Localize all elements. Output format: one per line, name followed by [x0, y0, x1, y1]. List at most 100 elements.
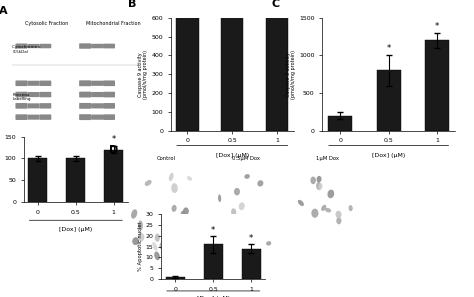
Ellipse shape: [239, 220, 244, 228]
Ellipse shape: [317, 176, 321, 183]
FancyBboxPatch shape: [27, 103, 39, 108]
Ellipse shape: [239, 202, 245, 210]
FancyBboxPatch shape: [27, 92, 39, 97]
Text: D: D: [109, 145, 118, 155]
Ellipse shape: [131, 209, 137, 219]
Bar: [104, 150, 123, 202]
Ellipse shape: [311, 208, 319, 218]
Text: Mitochondrial Fraction: Mitochondrial Fraction: [86, 21, 140, 26]
Bar: [328, 116, 353, 131]
Ellipse shape: [154, 252, 160, 260]
FancyBboxPatch shape: [27, 44, 39, 48]
Ellipse shape: [145, 180, 152, 186]
FancyBboxPatch shape: [91, 81, 103, 86]
Bar: [242, 249, 261, 279]
Ellipse shape: [321, 205, 326, 211]
FancyBboxPatch shape: [16, 103, 27, 109]
FancyBboxPatch shape: [39, 44, 51, 48]
FancyBboxPatch shape: [91, 44, 103, 48]
FancyBboxPatch shape: [79, 92, 91, 97]
Ellipse shape: [336, 211, 342, 218]
Text: *: *: [112, 135, 116, 144]
Y-axis label: Cytochrome c protein
band density in cyto-
solic fraction (% control): Cytochrome c protein band density in cyt…: [0, 143, 1, 196]
Ellipse shape: [138, 220, 143, 230]
Ellipse shape: [231, 208, 237, 216]
FancyBboxPatch shape: [16, 114, 27, 120]
FancyBboxPatch shape: [103, 80, 115, 86]
Bar: [166, 277, 185, 279]
FancyBboxPatch shape: [39, 114, 51, 120]
Ellipse shape: [316, 182, 321, 190]
Text: [Dox] (µM): [Dox] (µM): [197, 296, 230, 297]
Ellipse shape: [185, 246, 192, 253]
FancyBboxPatch shape: [16, 43, 27, 49]
Bar: [204, 244, 223, 279]
Text: [Dox] (µM): [Dox] (µM): [59, 227, 92, 232]
Ellipse shape: [152, 242, 157, 251]
FancyBboxPatch shape: [27, 115, 39, 120]
Text: 0.5µM Dox: 0.5µM Dox: [232, 156, 261, 161]
FancyBboxPatch shape: [39, 103, 51, 109]
Bar: [266, 0, 288, 131]
Bar: [66, 158, 85, 202]
FancyBboxPatch shape: [79, 80, 91, 86]
Ellipse shape: [183, 207, 189, 215]
FancyBboxPatch shape: [39, 92, 51, 97]
FancyBboxPatch shape: [16, 80, 27, 86]
Text: *: *: [387, 44, 391, 53]
Ellipse shape: [244, 174, 250, 179]
Ellipse shape: [266, 241, 271, 246]
FancyBboxPatch shape: [103, 92, 115, 97]
Y-axis label: Caspase 3 activity
(pmol/s/mg protein): Caspase 3 activity (pmol/s/mg protein): [286, 50, 296, 99]
FancyBboxPatch shape: [103, 114, 115, 120]
Text: 1µM Dox: 1µM Dox: [316, 156, 338, 161]
Ellipse shape: [325, 208, 331, 212]
Bar: [28, 158, 47, 202]
Ellipse shape: [319, 183, 323, 191]
Text: [Dox] (µM): [Dox] (µM): [216, 153, 249, 158]
Text: Cytochrome c
(15kDa): Cytochrome c (15kDa): [12, 45, 41, 54]
Bar: [221, 0, 244, 131]
FancyBboxPatch shape: [79, 114, 91, 120]
FancyBboxPatch shape: [91, 92, 103, 97]
FancyBboxPatch shape: [16, 92, 27, 97]
Text: *: *: [249, 234, 253, 243]
FancyBboxPatch shape: [103, 44, 115, 48]
Ellipse shape: [336, 217, 341, 224]
Ellipse shape: [236, 247, 241, 254]
Ellipse shape: [298, 200, 304, 206]
FancyBboxPatch shape: [91, 115, 103, 120]
FancyBboxPatch shape: [91, 103, 103, 108]
Ellipse shape: [348, 205, 353, 211]
FancyBboxPatch shape: [103, 103, 115, 109]
FancyBboxPatch shape: [39, 80, 51, 86]
FancyBboxPatch shape: [79, 103, 91, 109]
Ellipse shape: [328, 189, 334, 198]
Text: *: *: [435, 22, 439, 31]
Bar: [377, 70, 401, 131]
FancyBboxPatch shape: [27, 81, 39, 86]
Text: Control: Control: [156, 156, 175, 161]
Ellipse shape: [181, 211, 185, 217]
Ellipse shape: [169, 173, 173, 181]
Y-axis label: % Apoptotic nuclei: % Apoptotic nuclei: [138, 222, 143, 271]
Ellipse shape: [310, 176, 316, 184]
Ellipse shape: [232, 230, 236, 235]
Ellipse shape: [257, 180, 264, 187]
Ellipse shape: [171, 183, 178, 193]
Bar: [425, 40, 449, 131]
Y-axis label: Caspase 9 activity
(pmol/s/mg protein): Caspase 9 activity (pmol/s/mg protein): [137, 50, 148, 99]
Text: *: *: [211, 225, 215, 235]
Ellipse shape: [234, 188, 240, 195]
Ellipse shape: [215, 237, 220, 246]
Text: [Dox] (µM): [Dox] (µM): [372, 153, 405, 158]
Text: C: C: [272, 0, 280, 9]
Ellipse shape: [187, 176, 192, 181]
Ellipse shape: [132, 237, 139, 245]
Ellipse shape: [138, 233, 144, 242]
Text: Cytosolic Fraction: Cytosolic Fraction: [25, 21, 68, 26]
Ellipse shape: [218, 194, 221, 202]
Ellipse shape: [155, 233, 160, 242]
Text: B: B: [128, 0, 136, 9]
FancyBboxPatch shape: [79, 43, 91, 49]
